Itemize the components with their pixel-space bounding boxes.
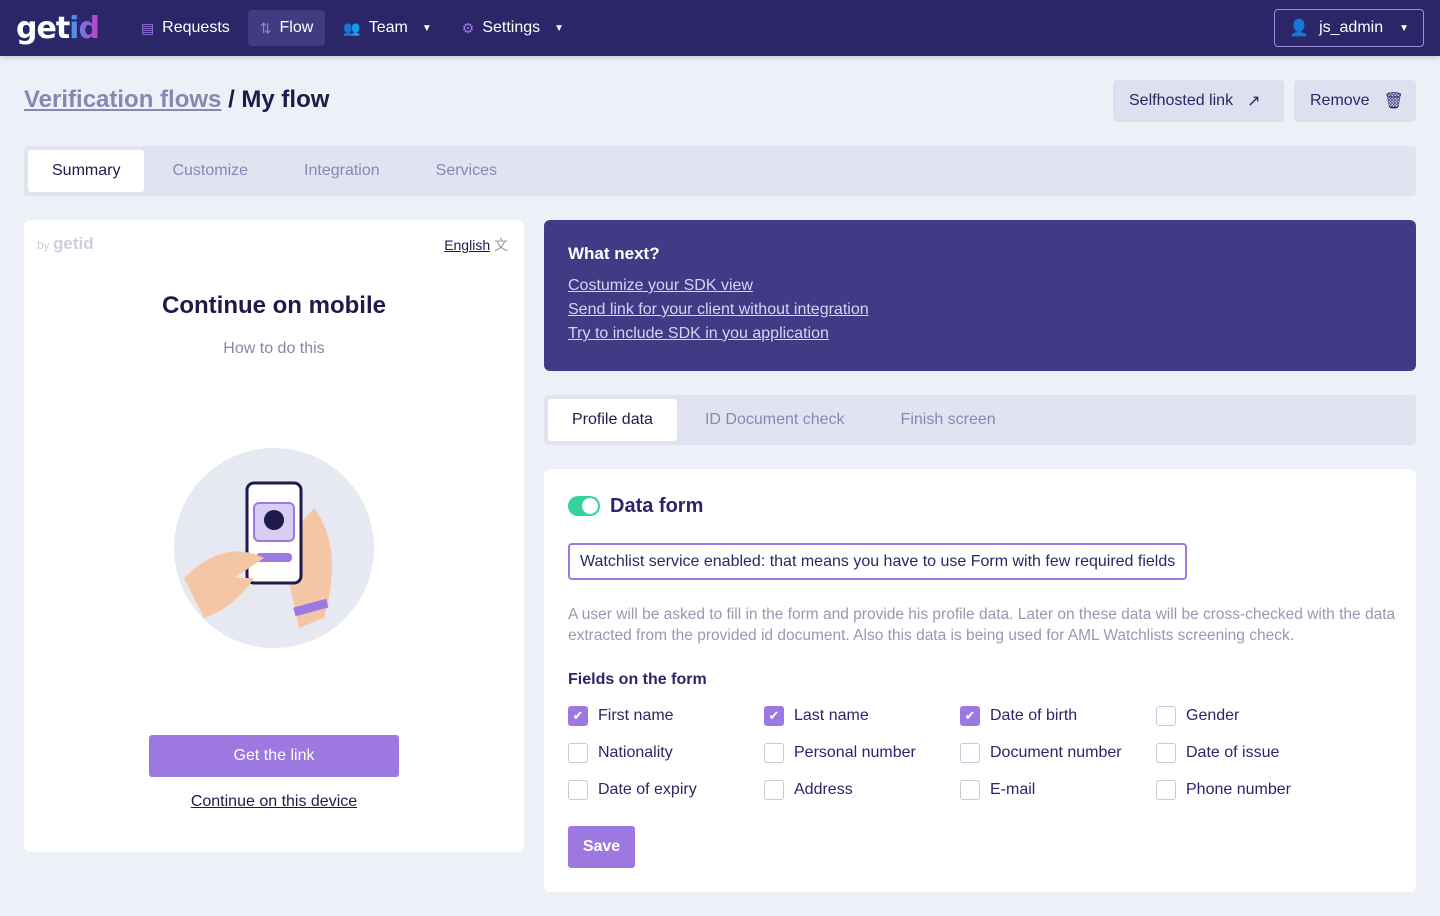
translate-icon: 文 — [494, 237, 508, 253]
preview-title: Continue on mobile — [162, 292, 386, 319]
external-link-icon: ↗ — [1247, 93, 1261, 110]
field-label: Gender — [1186, 707, 1240, 724]
form-description: A user will be asked to fill in the form… — [568, 606, 1396, 644]
receipt-icon: ▤ — [140, 19, 155, 36]
checkbox-icon[interactable] — [764, 743, 784, 763]
field-label: Address — [794, 781, 853, 798]
nav-label: Requests — [162, 19, 230, 36]
field-checkbox[interactable]: Gender — [1156, 706, 1239, 726]
watchlist-notice: Watchlist service enabled: that means yo… — [568, 543, 1188, 580]
breadcrumb-current: My flow — [241, 86, 330, 113]
field-checkbox[interactable]: Date of issue — [1156, 743, 1279, 763]
field-checkbox[interactable]: Address — [764, 780, 853, 800]
continue-device-link[interactable]: Continue on this device — [190, 793, 358, 810]
sub-tabs: Profile data ID Document check Finish sc… — [544, 395, 1416, 445]
powered-by: by getid — [37, 234, 94, 254]
data-form-card: Data form Watchlist service enabled: tha… — [544, 469, 1416, 892]
checkbox-icon[interactable] — [1156, 743, 1176, 763]
nav-team[interactable]: 👥 Team ▼ — [331, 10, 443, 46]
gear-icon: ⚙ — [461, 19, 475, 36]
data-form-toggle[interactable] — [568, 496, 600, 516]
tab-id-document-check[interactable]: ID Document check — [704, 411, 845, 428]
field-checkbox[interactable]: ✔ First name — [568, 706, 674, 726]
nav-label: Team — [368, 19, 408, 36]
save-button[interactable]: Save — [568, 826, 635, 868]
users-icon: 👥 — [343, 19, 361, 36]
field-label: E-mail — [990, 781, 1036, 798]
send-link-link[interactable]: Send link for your client without integr… — [568, 301, 869, 318]
what-next-panel: What next? Costumize your SDK view Send … — [544, 220, 1416, 371]
remove-button[interactable]: Remove 🗑 — [1294, 80, 1416, 122]
field-label: Last name — [794, 707, 869, 724]
checkbox-icon[interactable] — [960, 780, 980, 800]
field-label: First name — [598, 707, 674, 724]
field-checkbox[interactable]: ✔ Date of birth — [960, 706, 1077, 726]
username: js_admin — [1319, 19, 1384, 36]
field-label: Personal number — [794, 744, 916, 761]
breadcrumb-parent[interactable]: Verification flows — [24, 86, 222, 113]
top-nav: getid ▤ Requests ⇅ Flow 👥 Team ▼ ⚙ Settings ▼ … — [0, 0, 1440, 56]
language-select[interactable]: English 文 — [444, 235, 508, 255]
by-label: by — [37, 238, 50, 252]
tab-services[interactable]: Services — [435, 162, 497, 179]
breadcrumb: Verification flows / My flow — [24, 86, 329, 114]
user-icon: 👤 — [1289, 20, 1310, 37]
field-checkbox[interactable]: E-mail — [960, 780, 1035, 800]
field-checkbox[interactable]: ✔ Last name — [764, 706, 869, 726]
field-label: Document number — [990, 744, 1122, 761]
preview-subtitle: How to do this — [223, 340, 325, 357]
tab-integration[interactable]: Integration — [304, 162, 380, 179]
fields-title: Fields on the form — [568, 671, 707, 688]
get-link-button[interactable]: Get the link — [149, 735, 399, 777]
nav-settings[interactable]: ⚙ Settings ▼ — [450, 10, 576, 46]
flow-icon: ⇅ — [259, 19, 272, 36]
checkbox-icon[interactable] — [1156, 780, 1176, 800]
checkbox-icon[interactable]: ✔ — [960, 706, 980, 726]
field-label: Date of expiry — [598, 781, 697, 798]
main-tabs: Summary Customize Integration Services — [24, 146, 1416, 196]
field-checkbox[interactable]: Date of expiry — [568, 780, 697, 800]
logo[interactable]: getid — [16, 10, 100, 46]
tab-customize[interactable]: Customize — [172, 162, 249, 179]
nav-label: Settings — [482, 19, 541, 36]
breadcrumb-separator: / — [228, 86, 235, 113]
phone-illustration — [174, 448, 374, 648]
data-form-title: Data form — [610, 495, 704, 517]
tab-profile-data[interactable]: Profile data — [548, 399, 677, 441]
checkbox-icon[interactable] — [568, 780, 588, 800]
checkbox-icon[interactable] — [764, 780, 784, 800]
brand-logo: getid — [53, 234, 94, 253]
user-menu[interactable]: 👤 js_admin ▼ — [1274, 9, 1424, 47]
caret-down-icon: ▼ — [1399, 22, 1409, 34]
button-label: Selfhosted link — [1129, 92, 1234, 109]
field-label: Date of birth — [990, 707, 1078, 724]
trash-icon: 🗑 — [1383, 93, 1404, 110]
include-sdk-link[interactable]: Try to include SDK in you application — [568, 325, 829, 342]
field-label: Nationality — [598, 744, 673, 761]
field-checkbox[interactable]: Nationality — [568, 743, 673, 763]
checkbox-icon[interactable] — [1156, 706, 1176, 726]
button-label: Remove — [1310, 92, 1370, 109]
field-label: Date of issue — [1186, 744, 1280, 761]
caret-down-icon: ▼ — [554, 22, 565, 34]
checkbox-icon[interactable]: ✔ — [764, 706, 784, 726]
nav-label: Flow — [279, 19, 314, 36]
tab-finish-screen[interactable]: Finish screen — [900, 411, 996, 428]
what-next-title: What next? — [568, 244, 660, 263]
nav-requests[interactable]: ▤ Requests — [129, 10, 242, 46]
checkbox-icon[interactable] — [568, 743, 588, 763]
field-checkbox[interactable]: Phone number — [1156, 780, 1291, 800]
customize-sdk-link[interactable]: Costumize your SDK view — [568, 277, 753, 294]
tab-summary[interactable]: Summary — [28, 150, 145, 192]
checkbox-icon[interactable]: ✔ — [568, 706, 588, 726]
checkbox-icon[interactable] — [960, 743, 980, 763]
language-label: English — [444, 237, 491, 253]
field-checkbox[interactable]: Personal number — [764, 743, 916, 763]
field-checkbox[interactable]: Document number — [960, 743, 1122, 763]
sdk-preview: by getid English 文 Continue on mobile Ho… — [24, 220, 524, 852]
field-label: Phone number — [1186, 781, 1291, 798]
caret-down-icon: ▼ — [421, 22, 432, 34]
selfhosted-link-button[interactable]: Selfhosted link ↗ — [1113, 80, 1284, 122]
nav-flow[interactable]: ⇅ Flow — [247, 10, 326, 46]
